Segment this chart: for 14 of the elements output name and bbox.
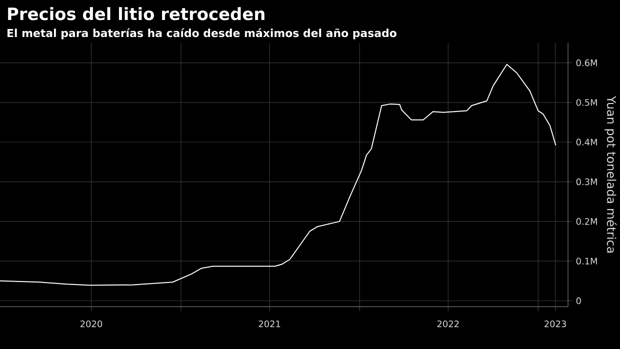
- x-tick-label: 2023: [544, 320, 566, 328]
- y-tick-label: 0.2M: [576, 218, 597, 225]
- x-tick-label: 2020: [80, 320, 102, 328]
- x-tick-label: 2022: [437, 320, 459, 328]
- y-tick-label: 0.5M: [576, 99, 597, 106]
- y-tick-label: 0: [576, 297, 581, 304]
- y-tick-label: 0.1M: [576, 258, 597, 264]
- chart-subtitle: El metal para baterías ha caído desde máximos del año pasado: [8, 28, 396, 40]
- y-tick-label: 0.6M: [576, 59, 597, 66]
- y-tick-label: 0.3M: [576, 178, 597, 186]
- x-tick-label: 2021: [258, 320, 280, 328]
- y-tick-label: 0.4M: [576, 138, 597, 146]
- chart-title: Precios del litio retroceden: [8, 7, 264, 20]
- y-axis-title: Yuan pot tonelada métrica: [604, 96, 617, 253]
